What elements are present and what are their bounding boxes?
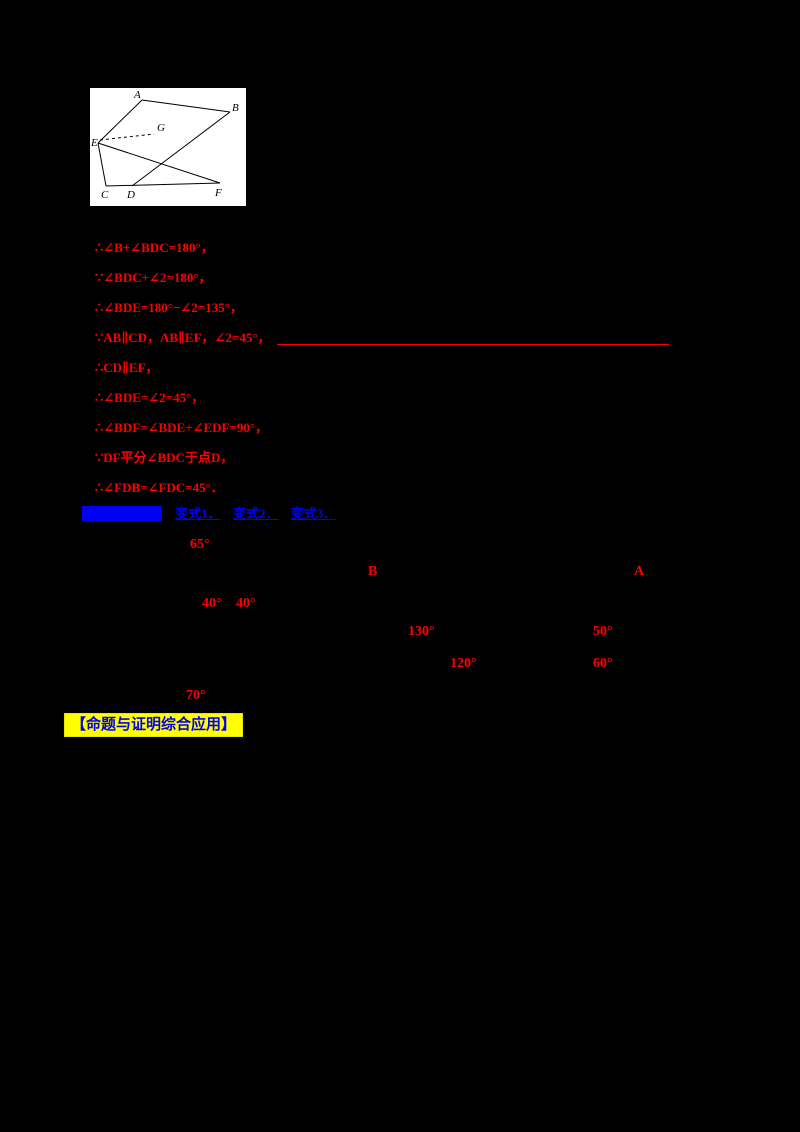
edge-EC <box>97 142 107 187</box>
proof-line-8: ∵DF平分∠BDC于点D， <box>95 442 755 472</box>
edge-AB <box>141 99 231 113</box>
figure-label-F: F <box>214 187 222 199</box>
answer-text-1: 65° <box>190 537 210 552</box>
figure-label-E: E <box>90 137 98 149</box>
proof-line-4: ∵AB∥CD，AB∥EF，∠2=45°， <box>95 322 755 352</box>
proof-line-3: ∴∠BDE=180°−∠2=135°， <box>95 292 755 322</box>
geometry-figure-svg: A B E G C D F <box>90 89 239 201</box>
figure-label-B: B <box>232 102 239 114</box>
geometry-figure: A B E G C D F <box>90 88 246 206</box>
edge-CF <box>105 182 221 187</box>
variation-header: 【变式训练】 <box>82 506 163 521</box>
proof-text: ∴∠BDF=∠BDE+∠EDF=90°， <box>95 420 269 435</box>
proof-text: ∴∠FDB=∠FDC=45°． <box>95 480 224 495</box>
answer-text-2: B <box>368 564 378 579</box>
proof-text: ∵AB∥CD，AB∥EF，∠2=45°， <box>95 330 271 345</box>
proof-text: ∵∠BDC+∠2=180°， <box>95 270 212 285</box>
answer-text-3: A <box>634 564 645 579</box>
segment-EF <box>97 142 221 184</box>
variation-link-3[interactable]: 变式3． <box>290 506 337 521</box>
variation-link-1[interactable]: 变式1． <box>175 506 221 521</box>
answer-text-10: 70° <box>186 688 206 703</box>
figure-label-A: A <box>133 89 141 101</box>
figure-label-C: C <box>101 189 109 201</box>
segment-BD <box>131 111 231 187</box>
proof-line-7: ∴∠BDF=∠BDE+∠EDF=90°， <box>95 412 755 442</box>
answer-text-9: 60° <box>593 656 613 671</box>
proof-text: ∵DF平分∠BDC于点D， <box>95 450 234 465</box>
dashed-EG <box>99 133 155 141</box>
proof-line-5: ∴CD∥EF， <box>95 352 755 382</box>
proof-line-9: ∴∠FDB=∠FDC=45°． <box>95 472 755 502</box>
variation-row: 【变式训练】 变式1． 变式2． 变式3． <box>82 505 345 523</box>
proof-line-6: ∴∠BDE=∠2=45°， <box>95 382 755 412</box>
figure-label-G: G <box>157 122 165 134</box>
proof-text: ∴∠BDE=180°−∠2=135°， <box>95 300 243 315</box>
proof-line-2: ∵∠BDC+∠2=180°， <box>95 262 755 292</box>
section-heading: 【命题与证明综合应用】 <box>64 713 244 737</box>
proof-line-1: ∴∠B+∠BDC=180°， <box>95 232 755 262</box>
figure-label-D: D <box>126 189 135 201</box>
answer-text-4: 40° <box>202 596 222 611</box>
proof-text: ∴∠BDE=∠2=45°， <box>95 390 205 405</box>
variation-link-2[interactable]: 变式2． <box>233 506 279 521</box>
answer-text-7: 50° <box>593 624 613 639</box>
answer-text-6: 130° <box>408 624 435 639</box>
proof-text: ∴∠B+∠BDC=180°， <box>95 240 214 255</box>
answer-text-5: 40° <box>236 596 256 611</box>
edge-AE <box>97 99 143 144</box>
proof-text: ∴CD∥EF， <box>95 360 159 375</box>
answer-underline <box>276 344 669 345</box>
proof-block: ∴∠B+∠BDC=180°， ∵∠BDC+∠2=180°， ∴∠BDE=180°… <box>95 232 755 502</box>
answer-text-8: 120° <box>450 656 477 671</box>
